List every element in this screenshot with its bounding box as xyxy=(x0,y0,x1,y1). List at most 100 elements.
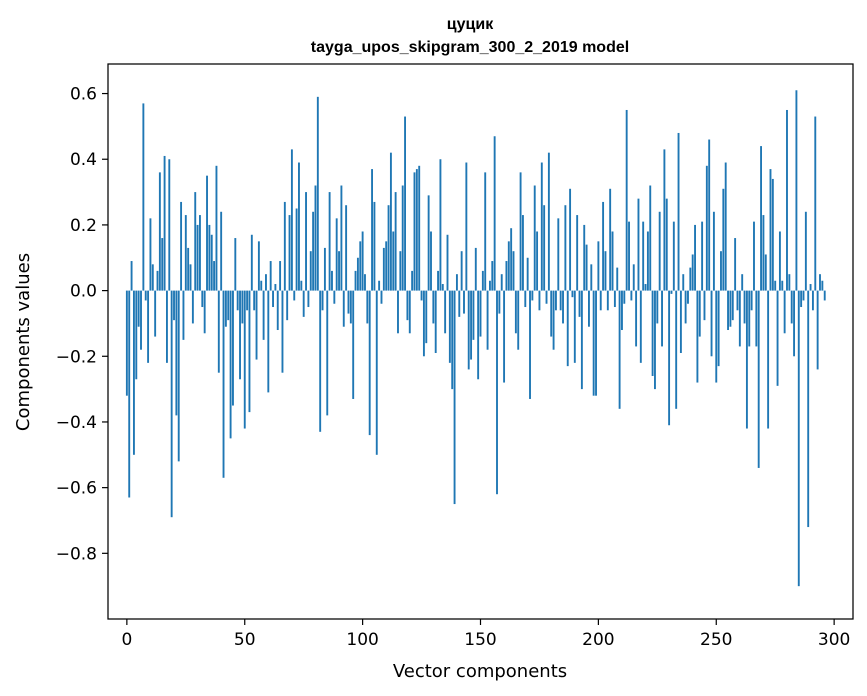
bar xyxy=(656,290,659,324)
bar xyxy=(364,274,366,291)
bar xyxy=(783,290,786,334)
bar xyxy=(809,284,812,291)
x-tick-label: 200 xyxy=(582,630,614,650)
bar xyxy=(569,188,572,291)
x-tick-label: 50 xyxy=(234,630,256,650)
bar xyxy=(555,290,557,311)
bar xyxy=(340,185,343,291)
bar xyxy=(543,205,546,291)
bar xyxy=(458,290,461,317)
bar xyxy=(668,290,671,426)
bar xyxy=(290,149,293,291)
bar xyxy=(196,224,199,291)
bar xyxy=(439,159,442,291)
bar xyxy=(359,241,362,291)
y-tick-label: 0.4 xyxy=(70,150,97,170)
bar xyxy=(406,290,409,321)
bar xyxy=(630,290,633,301)
bar xyxy=(418,165,421,291)
bar xyxy=(571,290,574,298)
bar xyxy=(599,290,602,311)
bar xyxy=(623,290,626,304)
bar xyxy=(227,290,230,321)
bar xyxy=(722,188,725,291)
bar xyxy=(455,274,458,291)
bar xyxy=(536,231,539,291)
bar xyxy=(430,231,432,291)
bar xyxy=(234,238,237,291)
bar xyxy=(180,201,183,291)
bar xyxy=(588,290,590,327)
bar xyxy=(609,188,612,291)
bar xyxy=(592,290,595,396)
bar xyxy=(128,290,131,498)
bar xyxy=(243,290,246,429)
bar xyxy=(125,290,128,396)
bar xyxy=(717,290,720,367)
bar xyxy=(465,162,468,291)
bar xyxy=(526,257,529,291)
bar xyxy=(816,290,819,370)
bar xyxy=(422,290,425,357)
bar xyxy=(437,270,440,291)
x-axis: 0 50 100 150 200 250 300 xyxy=(121,619,850,650)
y-tick-label: 0.0 xyxy=(70,282,97,302)
bar xyxy=(793,290,796,357)
bar xyxy=(283,201,286,291)
bar xyxy=(474,247,477,291)
bar xyxy=(380,290,383,304)
bar xyxy=(208,224,211,291)
bar xyxy=(687,290,689,304)
bar xyxy=(533,185,536,291)
bar xyxy=(762,215,765,291)
bar xyxy=(734,238,737,291)
bar xyxy=(639,290,642,363)
bar xyxy=(821,280,824,291)
bar xyxy=(331,270,333,291)
bar xyxy=(293,290,296,301)
bar xyxy=(453,290,456,505)
bar xyxy=(486,290,489,350)
bar xyxy=(262,290,265,340)
x-tick-label: 100 xyxy=(346,630,378,650)
bar xyxy=(790,290,793,324)
bar xyxy=(338,251,340,291)
bar xyxy=(597,241,600,291)
bar xyxy=(213,261,216,291)
bar xyxy=(149,218,152,291)
bar xyxy=(524,290,527,308)
bar xyxy=(703,290,706,321)
bar xyxy=(646,231,649,291)
bar xyxy=(333,290,336,304)
x-tick-label: 250 xyxy=(700,630,732,650)
bar xyxy=(628,221,630,291)
bar xyxy=(807,290,810,528)
bar xyxy=(677,132,680,291)
bar xyxy=(446,234,449,291)
bar xyxy=(755,290,758,347)
bar xyxy=(463,290,465,314)
bar xyxy=(163,155,166,291)
bar xyxy=(804,211,807,291)
bar xyxy=(691,254,694,291)
bar xyxy=(618,290,621,409)
bar xyxy=(300,280,303,291)
bar xyxy=(701,221,704,291)
bar xyxy=(382,247,385,291)
bar xyxy=(514,290,517,334)
bar xyxy=(224,290,227,327)
bar xyxy=(203,290,206,334)
bar xyxy=(460,251,463,291)
bar xyxy=(408,290,411,334)
bar xyxy=(236,290,239,311)
bar xyxy=(795,90,798,291)
bar xyxy=(724,162,727,291)
bar xyxy=(585,244,588,291)
bar xyxy=(788,274,791,291)
bar xyxy=(319,290,322,432)
bar xyxy=(215,165,218,291)
x-tick-label: 300 xyxy=(818,630,850,650)
bar xyxy=(272,290,274,308)
bar xyxy=(352,290,355,399)
bar xyxy=(604,251,607,291)
